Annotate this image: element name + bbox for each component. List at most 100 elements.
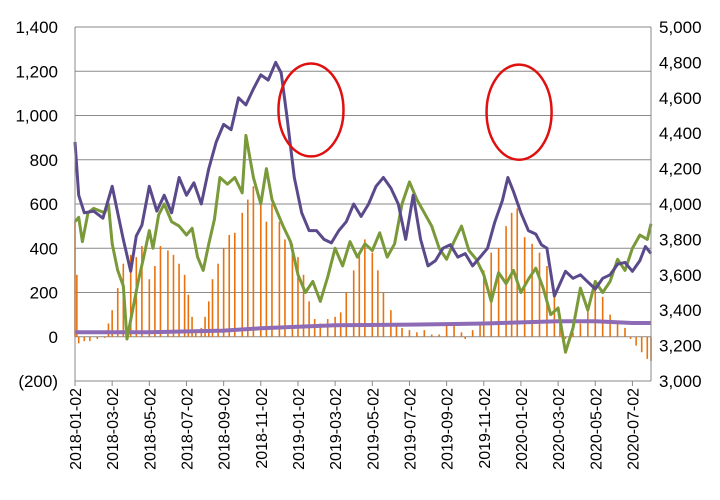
bar bbox=[291, 243, 294, 337]
bar bbox=[187, 294, 190, 337]
right-tick-label: 4,600 bbox=[659, 89, 702, 108]
bar bbox=[572, 332, 574, 337]
right-tick-label: 4,000 bbox=[659, 195, 702, 214]
bar bbox=[129, 254, 132, 337]
bar bbox=[83, 336, 86, 342]
bar bbox=[629, 336, 632, 339]
bar bbox=[96, 336, 99, 339]
x-tick-label: 2020-01-02 bbox=[514, 388, 531, 470]
bar bbox=[553, 292, 556, 337]
flat-purple-line bbox=[75, 319, 651, 335]
bar bbox=[423, 330, 426, 337]
bar bbox=[107, 323, 110, 337]
bar bbox=[345, 292, 348, 337]
bar bbox=[278, 221, 281, 337]
green-line bbox=[73, 133, 653, 354]
x-tick-label: 2018-09-02 bbox=[217, 388, 234, 470]
bar bbox=[159, 246, 162, 337]
highlight-ellipses bbox=[277, 62, 553, 161]
bar bbox=[183, 274, 186, 337]
x-tick-label: 2019-01-02 bbox=[291, 388, 308, 470]
bar bbox=[497, 248, 500, 337]
bar bbox=[297, 257, 299, 337]
bar bbox=[364, 239, 366, 337]
left-tick-label: (200) bbox=[18, 372, 58, 391]
bar bbox=[479, 323, 481, 337]
right-tick-label: 3,600 bbox=[659, 266, 702, 285]
x-tick-label: 2019-07-02 bbox=[402, 388, 419, 470]
bar bbox=[141, 246, 143, 337]
bar bbox=[635, 336, 637, 346]
bar bbox=[178, 263, 180, 337]
bar bbox=[616, 323, 619, 337]
x-tick-label: 2018-07-02 bbox=[179, 388, 196, 470]
x-tick-label: 2018-01-02 bbox=[68, 388, 85, 470]
left-tick-label: 0 bbox=[49, 328, 58, 347]
bar bbox=[204, 316, 206, 337]
bar bbox=[401, 327, 403, 337]
bar bbox=[490, 252, 493, 337]
bar bbox=[89, 336, 91, 342]
x-tick-label: 2019-09-02 bbox=[440, 388, 457, 470]
bar bbox=[271, 204, 273, 337]
bar bbox=[228, 234, 231, 337]
bar bbox=[319, 323, 322, 337]
bar bbox=[148, 279, 151, 337]
axes: (200) 0 200 400 600 800 1,000 1,200 1,400 3,000 3,… bbox=[15, 18, 701, 470]
left-tick-label: 200 bbox=[30, 284, 58, 303]
bar bbox=[438, 334, 440, 337]
bar bbox=[222, 248, 225, 337]
bar bbox=[154, 265, 156, 337]
bar bbox=[624, 327, 626, 337]
bar bbox=[358, 252, 361, 337]
line-series-group bbox=[73, 60, 653, 354]
right-tick-label: 4,800 bbox=[659, 53, 702, 72]
bar bbox=[191, 316, 193, 337]
bar bbox=[416, 332, 418, 337]
bar bbox=[217, 263, 219, 337]
bar bbox=[308, 301, 310, 337]
bar bbox=[640, 336, 643, 353]
bar bbox=[265, 221, 268, 337]
bar bbox=[377, 270, 379, 337]
bar bbox=[76, 274, 78, 337]
right-tick-label: 3,800 bbox=[659, 230, 702, 249]
x-tick-label: 2020-07-02 bbox=[625, 388, 642, 470]
right-tick-label: 4,400 bbox=[659, 124, 702, 143]
bar bbox=[516, 208, 519, 337]
bar bbox=[460, 332, 463, 337]
left-tick-label: 1,200 bbox=[15, 62, 58, 81]
bar bbox=[538, 252, 541, 337]
bar bbox=[382, 292, 385, 337]
x-tick-label: 2018-03-02 bbox=[105, 388, 122, 470]
bar bbox=[453, 325, 455, 337]
bar bbox=[116, 288, 119, 337]
bar bbox=[464, 336, 466, 339]
bar bbox=[103, 336, 106, 338]
bar bbox=[284, 239, 286, 337]
bar bbox=[579, 323, 582, 337]
bar bbox=[211, 279, 214, 337]
left-tick-label: 1,400 bbox=[15, 18, 58, 37]
bar bbox=[172, 254, 175, 337]
bar bbox=[601, 296, 604, 337]
bar bbox=[471, 330, 474, 337]
bar bbox=[252, 186, 255, 337]
left-tick-label: 800 bbox=[30, 151, 58, 170]
bar bbox=[408, 330, 411, 337]
bar bbox=[111, 310, 113, 337]
bar bbox=[247, 199, 249, 337]
bar bbox=[233, 232, 236, 337]
left-tick-label: 600 bbox=[30, 195, 58, 214]
bar bbox=[352, 270, 355, 337]
dark-purple-line bbox=[73, 60, 653, 298]
x-tick-label: 2019-11-02 bbox=[477, 388, 494, 469]
x-tick-label: 2020-03-02 bbox=[551, 388, 568, 470]
bar bbox=[430, 334, 433, 337]
right-tick-label: 3,000 bbox=[659, 372, 702, 391]
bar bbox=[445, 323, 448, 337]
right-tick-label: 3,400 bbox=[659, 301, 702, 320]
bar bbox=[302, 274, 305, 337]
bar bbox=[207, 301, 210, 337]
